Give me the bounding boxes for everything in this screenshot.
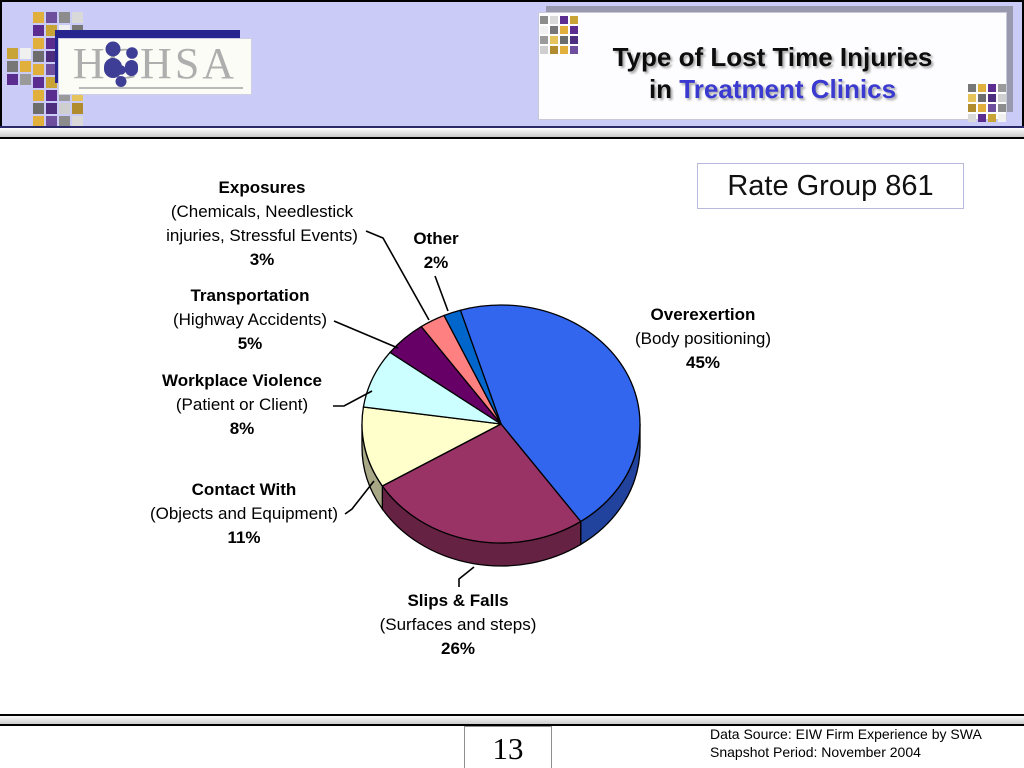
title-line1: Type of Lost Time Injuries bbox=[612, 42, 933, 72]
pie-slice-Slips & Falls bbox=[381, 423, 582, 544]
data-source-note: Data Source: EIW Firm Experience by SWA … bbox=[710, 725, 982, 761]
source-line2: Snapshot Period: November 2004 bbox=[710, 744, 921, 760]
hchsa-logo: HCHSA bbox=[58, 38, 252, 95]
pie-slice-Contact With bbox=[361, 406, 502, 487]
leader-line bbox=[458, 566, 475, 587]
title-mosaic-decoration bbox=[540, 16, 578, 54]
pie-side-Slips & Falls bbox=[381, 483, 582, 567]
page-number: 13 bbox=[464, 726, 552, 768]
logo-mosaic-decoration bbox=[7, 48, 31, 85]
pie-slice-Exposures bbox=[420, 314, 502, 425]
slice-label-contact-with: Contact With (Objects and Equipment) 11% bbox=[149, 480, 339, 547]
footer-divider-bar bbox=[0, 714, 1024, 726]
slice-label-overexertion: Overexertion (Body positioning) 45% bbox=[634, 305, 772, 372]
hchsa-logo-text: HCHSA bbox=[72, 39, 238, 88]
slice-label-transportation: Transportation (Highway Accidents) 5% bbox=[172, 286, 327, 353]
title-line2: in Treatment Clinics bbox=[648, 74, 897, 104]
leader-line bbox=[434, 275, 449, 312]
pie-side-Overexertion bbox=[580, 423, 641, 546]
pie-slice-Transportation bbox=[389, 325, 502, 425]
source-line1: Data Source: EIW Firm Experience by SWA bbox=[710, 726, 982, 742]
pie-slice-Workplace Violence bbox=[362, 351, 502, 425]
title-highlight: Treatment Clinics bbox=[679, 74, 897, 104]
rate-group-box: Rate Group 861 bbox=[697, 163, 964, 209]
slice-label-exposures: Exposures (Chemicals, Needlestick injuri… bbox=[166, 178, 358, 269]
header-divider-bar bbox=[0, 126, 1024, 139]
logo-underline bbox=[79, 87, 243, 89]
title-box: Type of Lost Time Injuries in Treatment … bbox=[538, 12, 1007, 120]
slice-label-other: Other 2% bbox=[413, 229, 459, 272]
slice-label-workplace-violence: Workplace Violence (Patient or Client) 8… bbox=[162, 371, 322, 438]
family-icon bbox=[104, 41, 138, 87]
pie-slice-Other bbox=[443, 309, 502, 425]
title-mosaic-decoration bbox=[968, 84, 1006, 122]
slice-label-slips-falls: Slips & Falls (Surfaces and steps) 26% bbox=[379, 591, 537, 658]
slide-title: Type of Lost Time Injuries in Treatment … bbox=[539, 41, 1006, 105]
